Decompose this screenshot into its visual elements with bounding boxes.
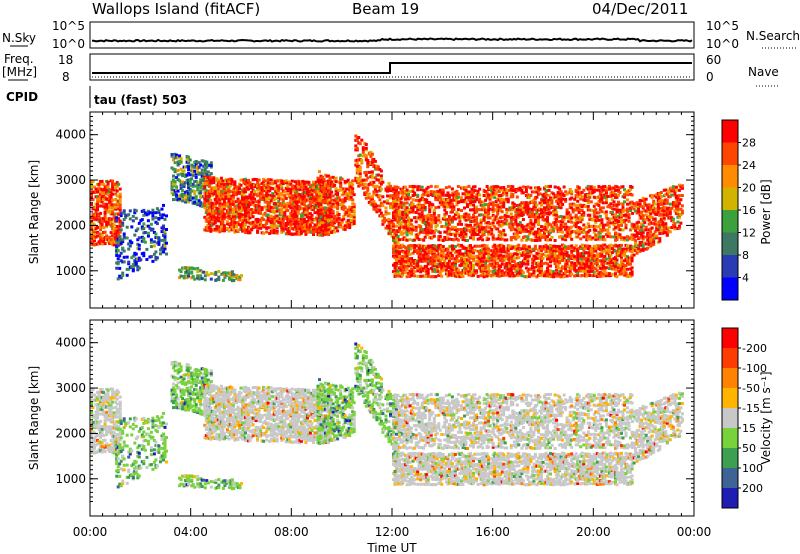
y-tick-label: 2000 bbox=[55, 426, 86, 440]
freq-panel: Freq. [MHz] 18 8 60 0 Nave bbox=[2, 52, 780, 87]
colorbar-swatch bbox=[722, 408, 738, 428]
colorbar-tick-label: 28 bbox=[742, 137, 756, 150]
nsky-tick-top: 10^5 bbox=[52, 19, 85, 33]
colorbar-tick-label: 50 bbox=[742, 442, 756, 455]
colorbar-swatch bbox=[722, 255, 738, 278]
velocity-panel: 1000 2000 3000 4000 Slant Range [km] 200 100… bbox=[27, 319, 773, 554]
colorbar-tick-label: 8 bbox=[742, 249, 749, 262]
power-scatter bbox=[90, 134, 684, 283]
date-title: 04/Dec/2011 bbox=[592, 0, 688, 18]
power-cbar-label: Power [dB] bbox=[759, 179, 773, 244]
colorbar-tick-label: 4 bbox=[742, 272, 749, 285]
velocity-scatter bbox=[90, 342, 684, 491]
y-tick-label: 4000 bbox=[55, 336, 86, 350]
cpid-label: CPID bbox=[6, 90, 38, 104]
x-tick-label: 08:00 bbox=[274, 525, 309, 539]
y-tick-label: 3000 bbox=[55, 173, 86, 187]
nsky-line bbox=[91, 37, 693, 43]
y-tick-label: 1000 bbox=[55, 472, 86, 486]
freq-tick-bottom: 8 bbox=[62, 70, 70, 84]
y-tick-label: 3000 bbox=[55, 381, 86, 395]
colorbar-tick-label: -15 bbox=[742, 402, 760, 415]
nsky-tick-bottom: 10^0 bbox=[52, 37, 85, 51]
power-colorbar: 4 8 12 16 20 24 28 bbox=[721, 119, 756, 301]
colorbar-tick-label: 15 bbox=[742, 422, 756, 435]
colorbar-swatch bbox=[722, 468, 738, 488]
x-tick-label: 00:00 bbox=[73, 525, 108, 539]
colorbar-swatch bbox=[722, 348, 738, 368]
freq-line bbox=[92, 62, 692, 74]
x-tick-label: 04:00 bbox=[173, 525, 208, 539]
colorbar-swatch bbox=[722, 428, 738, 448]
y-tick-label: 1000 bbox=[55, 264, 86, 278]
colorbar-swatch bbox=[722, 368, 738, 388]
nsearch-tick-bottom: 10^0 bbox=[706, 37, 739, 51]
nsky-label: N.Sky bbox=[2, 31, 36, 45]
colorbar-tick-label: 16 bbox=[742, 204, 756, 217]
time-x-axis: 00:00 04:00 08:00 12:00 16:00 20:00 00:00 bbox=[73, 525, 712, 539]
colorbar-swatch bbox=[722, 448, 738, 468]
time-xlabel: Time UT bbox=[366, 541, 417, 554]
freq-unit: [MHz] bbox=[2, 65, 37, 79]
freq-label: Freq. bbox=[4, 52, 34, 66]
nsearch-tick-top: 10^5 bbox=[706, 19, 739, 33]
velocity-colorbar: 200 100 50 15 -15 -50 -100 -200 bbox=[721, 327, 767, 509]
colorbar-swatch bbox=[722, 328, 738, 348]
velocity-ylabel: Slant Range [km] bbox=[27, 366, 41, 470]
beam-title: Beam 19 bbox=[352, 0, 419, 18]
colorbar-tick-label: 20 bbox=[742, 182, 756, 195]
x-tick-label: 00:00 bbox=[677, 525, 712, 539]
station-title: Wallops Island (fitACF) bbox=[92, 0, 260, 18]
colorbar-tick-label: 200 bbox=[742, 482, 763, 495]
x-tick-label: 20:00 bbox=[576, 525, 611, 539]
colorbar-swatch bbox=[722, 187, 738, 210]
colorbar-swatch bbox=[722, 120, 738, 143]
x-tick-label: 12:00 bbox=[375, 525, 410, 539]
nsky-panel: N.Sky 10^5 10^0 10^5 10^0 N.Search bbox=[2, 19, 800, 51]
freq-tick-top: 18 bbox=[58, 53, 73, 67]
colorbar-swatch bbox=[722, 165, 738, 188]
velocity-y-axis: 1000 2000 3000 4000 bbox=[55, 320, 695, 516]
nave-tick-top: 60 bbox=[706, 53, 721, 67]
colorbar-swatch bbox=[722, 142, 738, 165]
colorbar-swatch bbox=[722, 488, 738, 508]
colorbar-tick-label: 100 bbox=[742, 462, 763, 475]
colorbar-swatch bbox=[722, 232, 738, 255]
y-tick-label: 2000 bbox=[55, 218, 86, 232]
nave-label: Nave bbox=[748, 65, 779, 79]
y-tick-label: 4000 bbox=[55, 128, 86, 142]
colorbar-swatch bbox=[722, 210, 738, 233]
colorbar-swatch bbox=[722, 277, 738, 300]
colorbar-tick-label: -100 bbox=[742, 362, 767, 375]
colorbar-tick-label: -50 bbox=[742, 382, 760, 395]
power-ylabel: Slant Range [km] bbox=[27, 160, 41, 264]
colorbar-tick-label: -200 bbox=[742, 342, 767, 355]
power-panel: 1000 2000 3000 4000 Slant Range [km] 4 8 12 16… bbox=[27, 111, 773, 309]
velocity-cbar-label: Velocity [m s⁻¹] bbox=[759, 371, 773, 464]
colorbar-tick-label: 24 bbox=[742, 159, 756, 172]
cpid-panel: CPID tau (fast) 503 bbox=[6, 86, 187, 108]
cpid-text: tau (fast) 503 bbox=[94, 93, 187, 107]
nave-tick-bottom: 0 bbox=[706, 70, 714, 84]
nsearch-label: N.Search bbox=[746, 29, 800, 43]
colorbar-tick-label: 12 bbox=[742, 227, 756, 240]
x-tick-label: 16:00 bbox=[475, 525, 510, 539]
power-y-axis: 1000 2000 3000 4000 bbox=[55, 112, 695, 308]
colorbar-swatch bbox=[722, 388, 738, 408]
